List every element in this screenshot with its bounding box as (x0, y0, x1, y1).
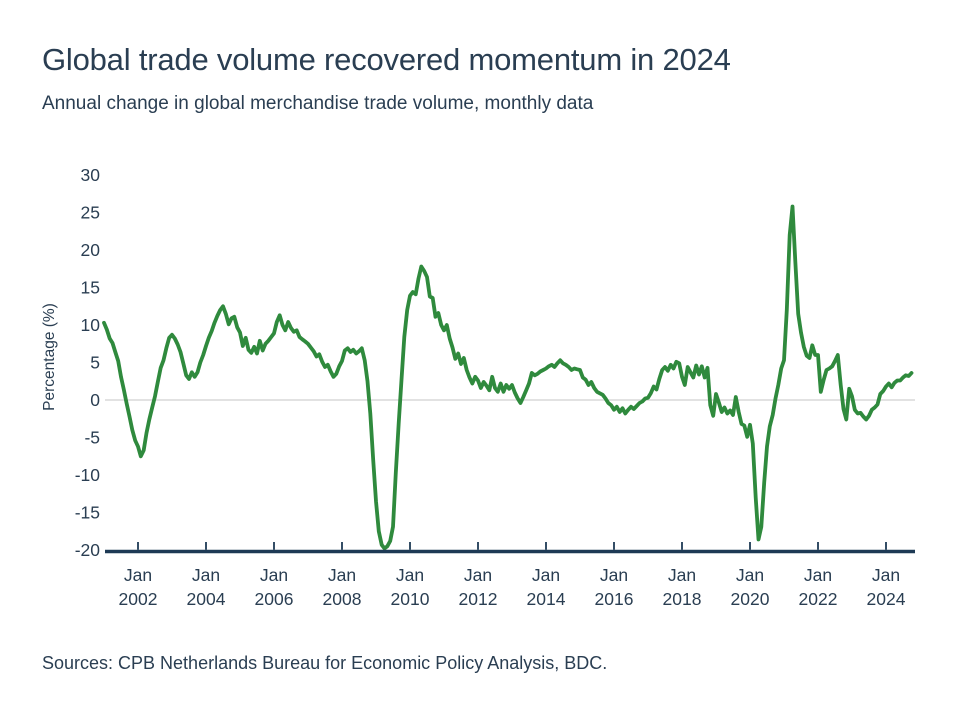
y-axis-tick-label: 30 (81, 165, 101, 185)
trade-volume-line (102, 204, 914, 551)
x-axis-tick-label-year: 2014 (527, 589, 566, 609)
x-axis-tick-label-year: 2024 (867, 589, 906, 609)
x-axis-tick-label-year: 2002 (119, 589, 158, 609)
x-axis-tick-label-year: 2022 (799, 589, 838, 609)
chart-title: Global trade volume recovered momentum i… (42, 42, 731, 77)
x-axis-tick-label-month: Jan (328, 565, 356, 585)
chart-subtitle: Annual change in global merchandise trad… (42, 93, 594, 114)
x-axis-tick-label-year: 2008 (323, 589, 362, 609)
x-axis-tick-label-year: 2004 (187, 589, 226, 609)
x-axis-tick-label-month: Jan (464, 565, 492, 585)
x-axis-tick-label-month: Jan (260, 565, 288, 585)
y-axis-tick-label: -10 (75, 465, 101, 485)
y-axis-title: Percentage (%) (41, 303, 58, 411)
x-axis-tick-label-year: 2020 (731, 589, 770, 609)
x-axis-tick-label-month: Jan (736, 565, 764, 585)
y-axis-tick-label: 15 (81, 278, 100, 298)
y-axis-tick-label: 5 (90, 353, 100, 373)
source-note: Sources: CPB Netherlands Bureau for Econ… (42, 653, 608, 673)
x-axis-tick-label-month: Jan (872, 565, 900, 585)
y-axis-tick-label: 10 (81, 315, 101, 335)
x-axis-tick-label-year: 2016 (595, 589, 634, 609)
x-axis-tick-label-month: Jan (532, 565, 560, 585)
x-axis-tick-label-month: Jan (804, 565, 832, 585)
x-axis-tick-label-month: Jan (396, 565, 424, 585)
x-axis-tick-label-month: Jan (600, 565, 628, 585)
x-axis-tick-label-year: 2012 (459, 589, 498, 609)
y-axis-tick-label: -20 (75, 540, 101, 560)
y-axis-tick-label: 20 (81, 240, 101, 260)
x-axis-tick-label-month: Jan (192, 565, 220, 585)
x-axis-tick-label-month: Jan (668, 565, 696, 585)
x-axis-tick-label-year: 2010 (391, 589, 430, 609)
y-axis-tick-label: 25 (81, 203, 100, 223)
y-axis-tick-label: -15 (75, 503, 100, 523)
y-axis-tick-label: -5 (84, 428, 100, 448)
y-axis-tick-label: 0 (90, 390, 100, 410)
x-axis-tick-label-year: 2006 (255, 589, 294, 609)
x-axis-tick-label-month: Jan (124, 565, 152, 585)
x-axis-tick-label-year: 2018 (663, 589, 702, 609)
